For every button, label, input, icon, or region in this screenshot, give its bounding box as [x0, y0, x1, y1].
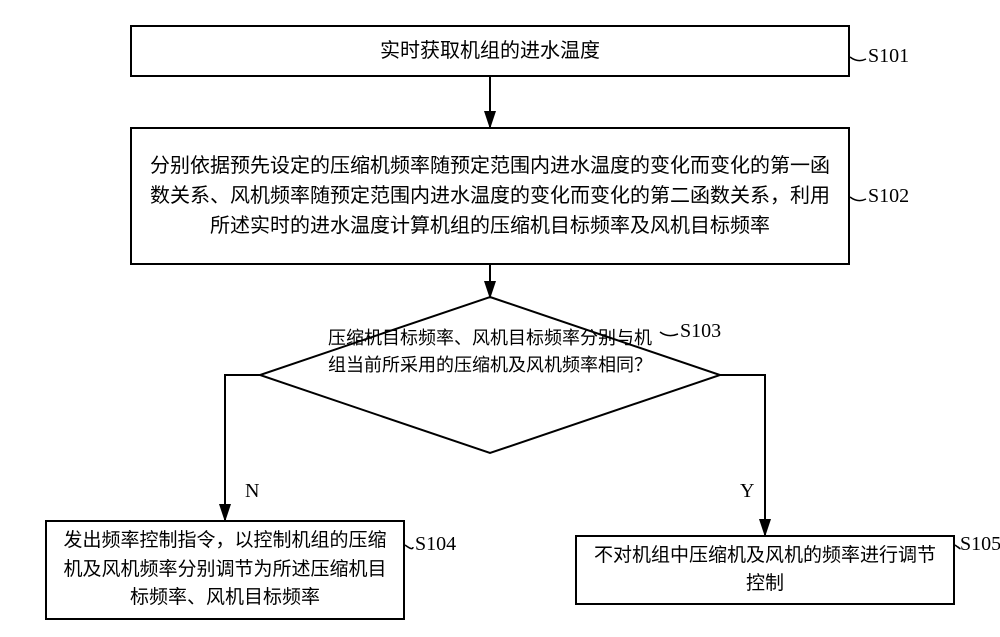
flow-node-text: 不对机组中压缩机及风机的频率进行调节控制 [587, 542, 943, 599]
flow-node-text: 实时获取机组的进水温度 [380, 36, 600, 66]
flow-node-s103-text: 压缩机目标频率、风机目标频率分别与机组当前所采用的压缩机及风机频率相同？ [325, 325, 655, 379]
flow-edge-3 [720, 375, 765, 535]
step-label-s102: S102 [868, 185, 909, 208]
flowchart-canvas: 实时获取机组的进水温度 S101 分别依据预先设定的压缩机频率随预定范围内进水温度的… [0, 0, 1000, 637]
edge-label-y: Y [740, 480, 754, 503]
edge-label-n: N [245, 480, 259, 503]
step-label-s103: S103 [680, 320, 721, 343]
step-label-s101: S101 [868, 45, 909, 68]
flow-node-text: 发出频率控制指令，以控制机组的压缩机及风机频率分别调节为所述压缩机目标频率、风机… [57, 527, 393, 613]
flow-node-s101: 实时获取机组的进水温度 [130, 25, 850, 77]
flow-node-text: 分别依据预先设定的压缩机频率随预定范围内进水温度的变化而变化的第一函数关系、风机… [142, 151, 838, 241]
flow-node-s105: 不对机组中压缩机及风机的频率进行调节控制 [575, 535, 955, 605]
flow-node-s104: 发出频率控制指令，以控制机组的压缩机及风机频率分别调节为所述压缩机目标频率、风机… [45, 520, 405, 620]
step-label-s105: S105 [960, 533, 1000, 556]
step-label-s104: S104 [415, 533, 456, 556]
flow-node-s102: 分别依据预先设定的压缩机频率随预定范围内进水温度的变化而变化的第一函数关系、风机… [130, 127, 850, 265]
